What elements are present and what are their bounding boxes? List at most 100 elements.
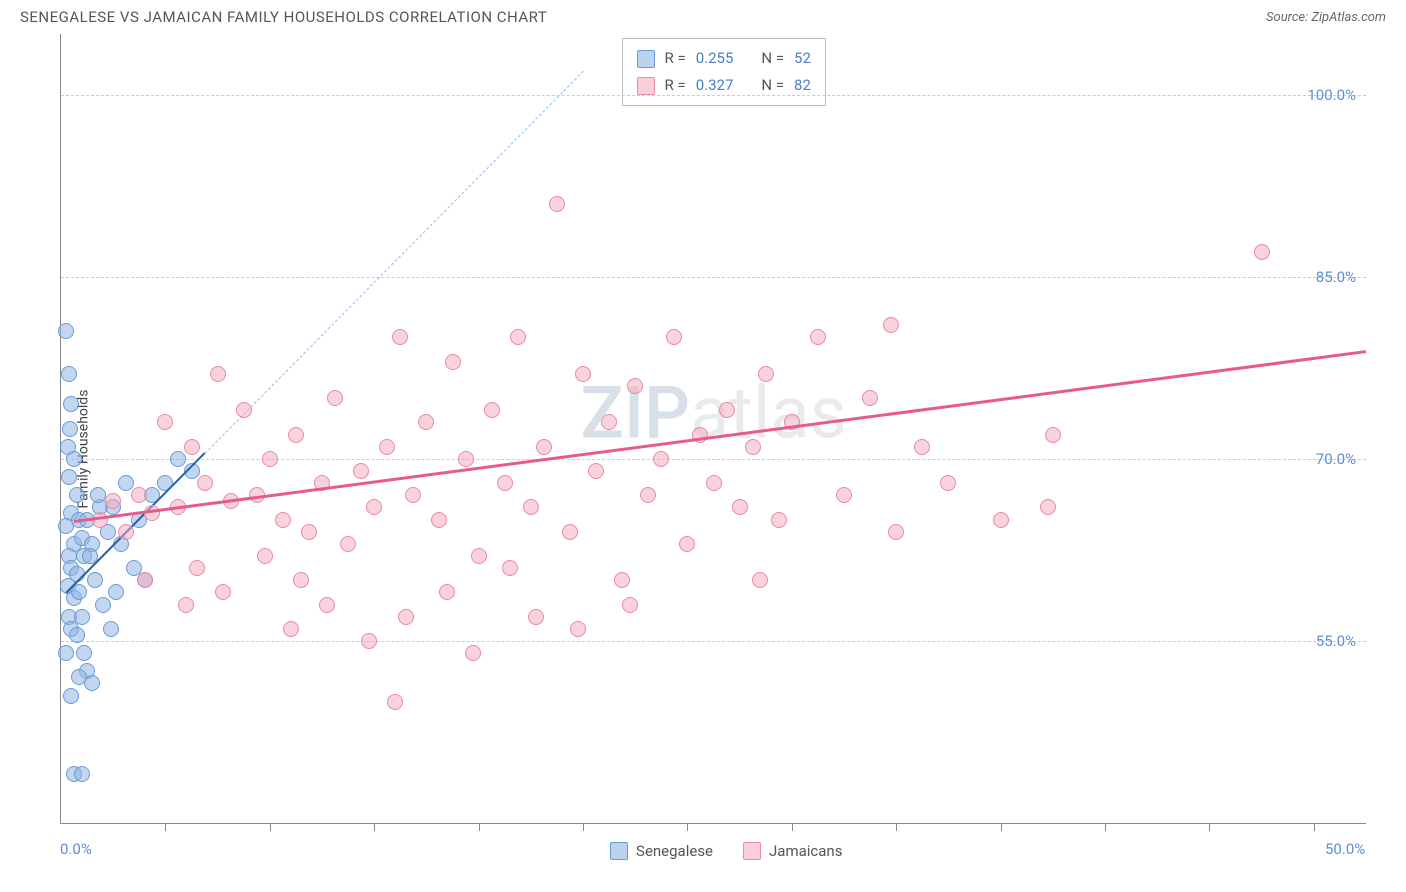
x-tick — [687, 823, 688, 831]
swatch-senegalese-icon — [637, 50, 655, 68]
scatter-point — [888, 524, 904, 540]
scatter-point — [862, 390, 878, 406]
x-tick — [479, 823, 480, 831]
scatter-point — [58, 323, 74, 339]
scatter-point — [71, 584, 87, 600]
scatter-point — [236, 402, 252, 418]
scatter-point — [184, 439, 200, 455]
y-tick-label: 70.0% — [1316, 450, 1356, 468]
scatter-point — [215, 584, 231, 600]
x-tick — [1105, 823, 1106, 831]
chart-container: Family Households ZIPatlas R = 0.255 N =… — [20, 34, 1386, 864]
scatter-point — [732, 499, 748, 515]
x-tick-label: 0.0% — [60, 840, 92, 858]
scatter-point — [118, 475, 134, 491]
x-tick — [374, 823, 375, 831]
scatter-point — [301, 524, 317, 540]
scatter-point — [536, 439, 552, 455]
scatter-point — [679, 536, 695, 552]
x-tick-label: 50.0% — [1325, 840, 1365, 858]
scatter-point — [465, 645, 481, 661]
scatter-point — [61, 366, 77, 382]
scatter-point — [178, 597, 194, 613]
scatter-point — [528, 609, 544, 625]
chart-title: SENEGALESE VS JAMAICAN FAMILY HOUSEHOLDS… — [20, 8, 547, 26]
scatter-point — [439, 584, 455, 600]
swatch-jamaicans-icon — [637, 77, 655, 95]
scatter-point — [392, 329, 408, 345]
scatter-point — [622, 597, 638, 613]
scatter-point — [398, 609, 414, 625]
x-tick — [583, 823, 584, 831]
scatter-point — [61, 469, 77, 485]
scatter-point — [361, 633, 377, 649]
scatter-point — [76, 645, 92, 661]
scatter-point — [562, 524, 578, 540]
scatter-point — [445, 354, 461, 370]
correlation-stats-box: R = 0.255 N = 52 R = 0.327 N = 82 — [622, 38, 826, 106]
scatter-point — [405, 487, 421, 503]
scatter-point — [69, 627, 85, 643]
scatter-point — [666, 329, 682, 345]
x-tick — [896, 823, 897, 831]
legend-swatch-senegalese-icon — [610, 842, 628, 860]
scatter-point — [105, 493, 121, 509]
scatter-point — [69, 487, 85, 503]
scatter-point — [810, 329, 826, 345]
legend-item-senegalese: Senegalese — [610, 842, 713, 860]
x-tick — [1209, 823, 1210, 831]
n-value-senegalese: 52 — [794, 45, 811, 72]
scatter-point — [458, 451, 474, 467]
stats-row-senegalese: R = 0.255 N = 52 — [637, 45, 811, 72]
x-tick — [270, 823, 271, 831]
scatter-point — [63, 688, 79, 704]
scatter-point — [293, 572, 309, 588]
n-label: N = — [761, 45, 784, 72]
scatter-point — [706, 475, 722, 491]
y-tick-label: 100.0% — [1307, 86, 1356, 104]
x-tick — [1314, 823, 1315, 831]
scatter-point — [288, 427, 304, 443]
scatter-point — [940, 475, 956, 491]
scatter-point — [502, 560, 518, 576]
scatter-point — [771, 512, 787, 528]
scatter-point — [745, 439, 761, 455]
trend-extension-dashed — [204, 71, 583, 454]
scatter-point — [836, 487, 852, 503]
plot-area: ZIPatlas R = 0.255 N = 52 R = 0.327 N = … — [60, 34, 1366, 824]
scatter-point — [366, 499, 382, 515]
scatter-point — [601, 414, 617, 430]
bottom-legend: Senegalese Jamaicans — [610, 842, 842, 860]
y-tick-label: 55.0% — [1316, 632, 1356, 650]
r-label: R = — [665, 45, 686, 72]
scatter-point — [1040, 499, 1056, 515]
scatter-point — [353, 463, 369, 479]
scatter-point — [74, 766, 90, 782]
watermark: ZIPatlas — [580, 370, 846, 455]
scatter-point — [549, 196, 565, 212]
scatter-point — [588, 463, 604, 479]
scatter-point — [1254, 244, 1270, 260]
watermark-light: atlas — [690, 370, 847, 455]
gridline — [61, 459, 1366, 460]
scatter-point — [157, 414, 173, 430]
scatter-point — [157, 475, 173, 491]
scatter-point — [197, 475, 213, 491]
scatter-point — [510, 329, 526, 345]
scatter-point — [87, 572, 103, 588]
gridline — [61, 277, 1366, 278]
scatter-point — [84, 675, 100, 691]
scatter-point — [131, 487, 147, 503]
scatter-point — [471, 548, 487, 564]
scatter-point — [883, 317, 899, 333]
scatter-point — [118, 524, 134, 540]
scatter-point — [170, 451, 186, 467]
scatter-point — [210, 366, 226, 382]
scatter-point — [275, 512, 291, 528]
scatter-point — [431, 512, 447, 528]
scatter-point — [103, 621, 119, 637]
scatter-point — [614, 572, 630, 588]
scatter-point — [58, 645, 74, 661]
scatter-point — [95, 597, 111, 613]
scatter-point — [719, 402, 735, 418]
